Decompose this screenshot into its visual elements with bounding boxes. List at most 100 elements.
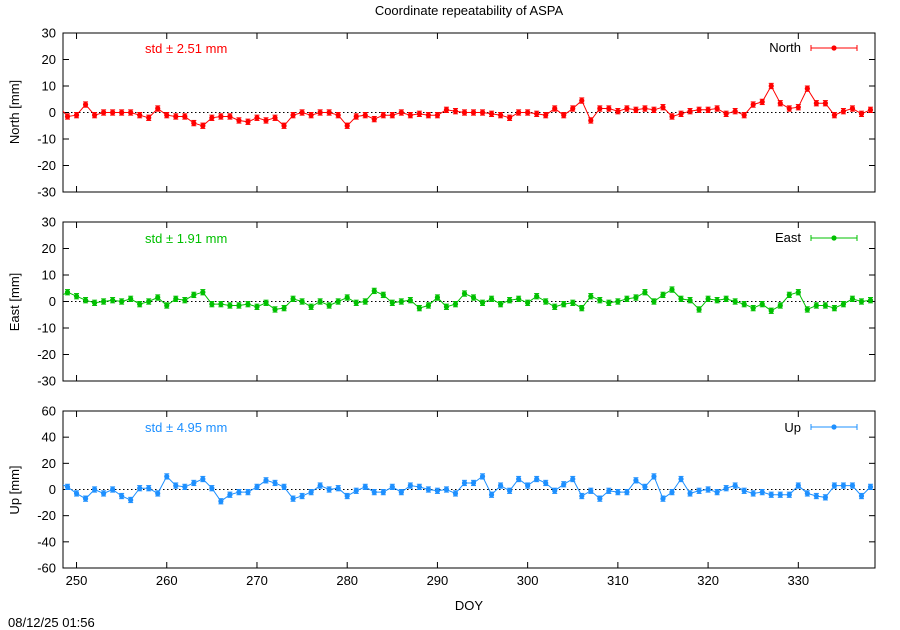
north-ytick-label: -20 [37,158,56,173]
east-data-point [191,292,197,298]
east-data-point [588,293,594,299]
up-data-point [822,494,828,500]
east-data-point [344,294,350,301]
north-data-point [849,105,856,112]
up-data-point [353,488,359,494]
north-data-point [137,112,143,118]
east-data-point [137,301,143,307]
xtick-label: 270 [246,573,268,588]
east-data-point [759,301,765,307]
north-data-point [516,109,522,116]
north-ytick-label: 0 [49,105,56,120]
north-series [63,82,874,129]
east-data-point [561,301,567,307]
east-data-point [813,302,819,309]
up-data-point [308,489,314,495]
east-data-point [452,301,459,307]
up-data-point [804,490,810,497]
up-ytick-label: 60 [42,404,56,419]
east-data-point [146,298,152,305]
up-ytick-label: 40 [42,430,56,445]
north-data-point [281,123,287,129]
up-data-point [389,484,395,490]
east-data-point [660,292,666,298]
north-series-line [63,84,871,127]
up-data-point [110,486,116,493]
up-series [56,473,874,505]
east-data-point [768,308,774,314]
up-data-point [525,482,531,489]
north-data-point [579,97,585,104]
north-data-point [91,112,98,118]
up-data-point [597,496,603,502]
xtick-label: 280 [336,573,358,588]
east-data-point [507,297,513,303]
up-data-point [245,489,251,495]
north-data-point [651,107,657,113]
up-data-point [678,476,684,482]
north-data-point [110,109,116,116]
east-data-point [525,300,531,306]
east-data-point [326,302,332,309]
north-data-point [200,123,206,129]
north-data-point [371,116,377,122]
north-data-point [525,109,531,116]
up-data-point [768,492,774,498]
east-data-point [714,297,720,303]
up-panel: Up [mm] std ± 4.95 mm Up -60 -40 -20 0 20 40 6… [7,404,876,588]
east-data-point [534,293,540,299]
up-data-point [425,486,431,493]
east-data-point [407,297,413,303]
north-data-point [804,86,810,92]
north-data-point [588,117,594,124]
north-data-point [786,105,792,112]
up-data-point [461,480,468,486]
east-ytick-label: 20 [42,241,56,256]
north-data-point [254,115,260,121]
north-data-point [606,105,612,112]
east-data-point [822,302,828,309]
up-ytick-label: 0 [49,482,56,497]
north-data-point [867,107,874,113]
north-data-point [723,111,729,117]
up-data-point [723,485,729,491]
north-data-point [272,115,278,121]
up-data-point [470,480,477,486]
east-data-point [804,306,810,313]
north-data-point [831,112,838,118]
up-data-point [813,493,819,499]
up-data-point [669,489,675,495]
east-data-point [633,294,639,301]
up-data-point [795,482,801,489]
east-ytick-label: -20 [37,347,56,362]
north-data-point [398,109,404,116]
up-data-point [579,493,585,499]
east-ylabel: East [mm] [7,273,22,332]
up-data-point [570,476,576,482]
up-data-point [56,480,61,485]
east-data-point [516,296,522,302]
up-ytick-label: -20 [37,508,56,523]
north-data-point [561,112,567,118]
north-data-point [597,105,603,112]
east-data-point [696,306,702,313]
up-data-point [534,476,540,482]
east-data-point [362,298,368,305]
north-data-point [813,100,819,106]
north-ylabel: North [mm] [7,80,22,144]
up-data-point [371,489,377,495]
up-data-point [326,486,332,493]
up-data-point [119,493,125,499]
north-data-point [164,112,170,118]
east-data-point [91,300,98,306]
up-data-point [137,485,143,491]
up-data-point [380,489,386,495]
north-data-point [317,109,323,116]
up-data-point [344,493,350,499]
north-ytick-label: -30 [37,185,56,200]
east-data-point [200,289,206,295]
up-data-point [398,489,404,495]
east-data-point [606,300,612,306]
north-data-point [82,101,89,108]
north-data-point [263,117,269,124]
